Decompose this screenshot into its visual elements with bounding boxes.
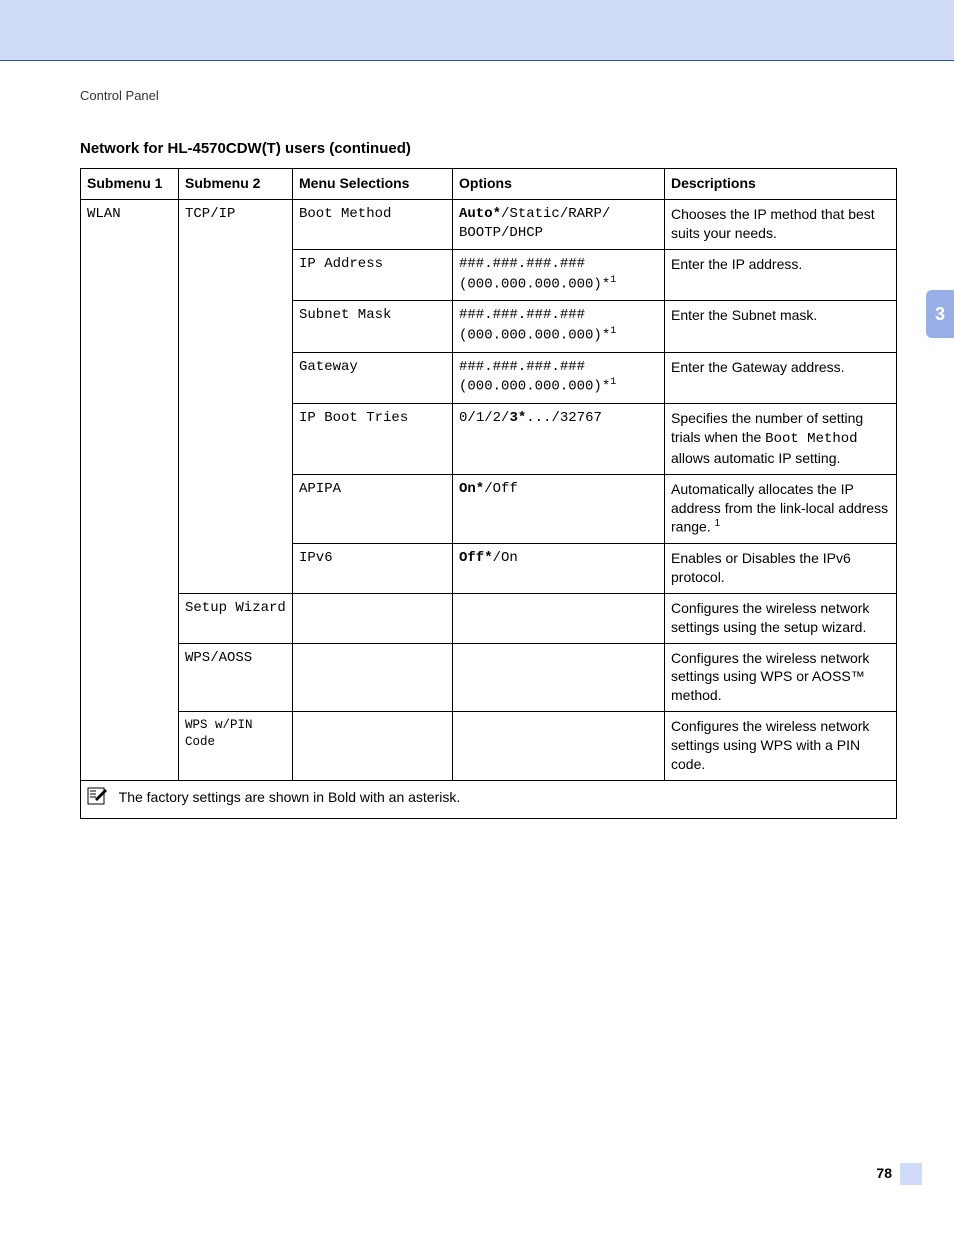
table-row: WPS/AOSS Configures the wireless network… bbox=[81, 643, 897, 712]
cell-submenu2: WPS/AOSS bbox=[179, 643, 293, 712]
cell-options: Auto*/Static/RARP/ BOOTP/DHCP bbox=[453, 199, 665, 249]
cell-desc: Enter the Gateway address. bbox=[665, 352, 897, 403]
note-icon bbox=[87, 787, 109, 810]
cell-submenu2: Setup Wizard bbox=[179, 593, 293, 643]
opt-text: On bbox=[501, 550, 518, 566]
cell-menu: Gateway bbox=[293, 352, 453, 403]
page-header: Control Panel bbox=[80, 88, 159, 103]
cell-options: ###.###.###.### (000.000.000.000)*1 bbox=[453, 249, 665, 300]
cell-desc: Specifies the number of setting trials w… bbox=[665, 403, 897, 474]
opt-text: (000.000.000.000)* bbox=[459, 276, 610, 292]
footnote-ref: 1 bbox=[715, 518, 721, 529]
cell-desc: Configures the wireless network settings… bbox=[665, 593, 897, 643]
top-band bbox=[0, 0, 954, 60]
cell-desc: Configures the wireless network settings… bbox=[665, 712, 897, 781]
desc-text: Automatically allocates the IP address f… bbox=[671, 481, 888, 535]
cell-options bbox=[453, 643, 665, 712]
corner-tab bbox=[900, 1163, 922, 1185]
opt-text: Static bbox=[509, 206, 559, 222]
th-descriptions: Descriptions bbox=[665, 169, 897, 200]
cell-desc: Configures the wireless network settings… bbox=[665, 643, 897, 712]
cell-submenu1: WLAN bbox=[81, 199, 179, 780]
table-footnote-row: The factory settings are shown in Bold w… bbox=[81, 780, 897, 818]
opt-text: ###.###.###.### bbox=[459, 359, 585, 375]
cell-menu: IPv6 bbox=[293, 543, 453, 593]
opt-text: 2 bbox=[493, 410, 501, 426]
cell-options: ###.###.###.### (000.000.000.000)*1 bbox=[453, 301, 665, 352]
top-rule bbox=[0, 60, 954, 61]
opt-text: (000.000.000.000)* bbox=[459, 379, 610, 395]
footnote-cell: The factory settings are shown in Bold w… bbox=[81, 780, 897, 818]
th-options: Options bbox=[453, 169, 665, 200]
opt-text: DHCP bbox=[509, 225, 543, 241]
chapter-tab: 3 bbox=[926, 290, 954, 338]
cell-options: Off*/On bbox=[453, 543, 665, 593]
opt-bold: On* bbox=[459, 481, 484, 497]
opt-text: ###.###.###.### bbox=[459, 256, 585, 272]
cell-desc: Enter the Subnet mask. bbox=[665, 301, 897, 352]
cell-menu: APIPA bbox=[293, 474, 453, 543]
opt-bold: Off* bbox=[459, 550, 493, 566]
table-row: WPS w/PIN Code Configures the wireless n… bbox=[81, 712, 897, 781]
cell-submenu2: WPS w/PIN Code bbox=[179, 712, 293, 781]
th-submenu2: Submenu 2 bbox=[179, 169, 293, 200]
opt-text: BOOTP bbox=[459, 225, 501, 241]
cell-desc: Chooses the IP method that best suits yo… bbox=[665, 199, 897, 249]
table-row: WLAN TCP/IP Boot Method Auto*/Static/RAR… bbox=[81, 199, 897, 249]
settings-table: Submenu 1 Submenu 2 Menu Selections Opti… bbox=[80, 168, 896, 819]
cell-menu bbox=[293, 643, 453, 712]
footnote-ref: 1 bbox=[610, 326, 616, 337]
cell-desc: Enables or Disables the IPv6 protocol. bbox=[665, 543, 897, 593]
cell-options: ###.###.###.### (000.000.000.000)*1 bbox=[453, 352, 665, 403]
opt-text: 1 bbox=[476, 410, 484, 426]
opt-bold: Auto* bbox=[459, 206, 501, 222]
opt-bold: 3* bbox=[509, 410, 526, 426]
desc-mono: Boot Method bbox=[765, 431, 857, 447]
footnote-ref: 1 bbox=[610, 275, 616, 286]
cell-options bbox=[453, 593, 665, 643]
cell-menu: Subnet Mask bbox=[293, 301, 453, 352]
opt-text: RARP bbox=[568, 206, 602, 222]
cell-options bbox=[453, 712, 665, 781]
cell-menu: IP Boot Tries bbox=[293, 403, 453, 474]
opt-text: (000.000.000.000)* bbox=[459, 328, 610, 344]
page-number: 78 bbox=[876, 1165, 892, 1181]
table-header-row: Submenu 1 Submenu 2 Menu Selections Opti… bbox=[81, 169, 897, 200]
th-menu-selections: Menu Selections bbox=[293, 169, 453, 200]
opt-text: 32767 bbox=[560, 410, 602, 426]
th-submenu1: Submenu 1 bbox=[81, 169, 179, 200]
opt-text: ###.###.###.### bbox=[459, 307, 585, 323]
footnote-ref: 1 bbox=[610, 377, 616, 388]
section-title: Network for HL-4570CDW(T) users (continu… bbox=[80, 140, 411, 157]
table-row: Setup Wizard Configures the wireless net… bbox=[81, 593, 897, 643]
cell-options: On*/Off bbox=[453, 474, 665, 543]
opt-text: ... bbox=[526, 410, 551, 426]
cell-menu: IP Address bbox=[293, 249, 453, 300]
cell-desc: Automatically allocates the IP address f… bbox=[665, 474, 897, 543]
cell-submenu2-tcpip: TCP/IP bbox=[179, 199, 293, 593]
cell-menu bbox=[293, 712, 453, 781]
desc-text: allows automatic IP setting. bbox=[671, 450, 840, 466]
cell-options: 0/1/2/3*.../32767 bbox=[453, 403, 665, 474]
opt-text: Off bbox=[493, 481, 518, 497]
cell-menu bbox=[293, 593, 453, 643]
footnote-text: The factory settings are shown in Bold w… bbox=[119, 789, 461, 805]
cell-desc: Enter the IP address. bbox=[665, 249, 897, 300]
cell-menu: Boot Method bbox=[293, 199, 453, 249]
